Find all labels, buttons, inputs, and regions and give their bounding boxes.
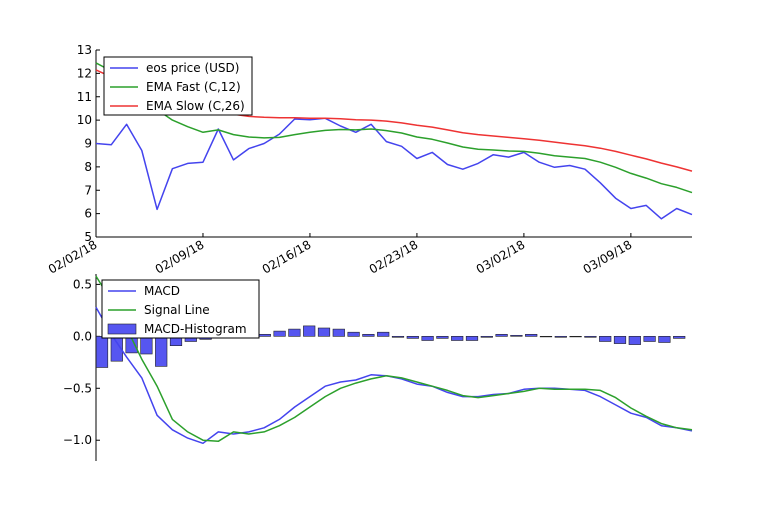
histogram-bar [406, 335, 419, 339]
legend-swatch [107, 323, 137, 335]
legend-label: MACD-Histogram [144, 322, 247, 336]
y-tick-label: 5 [84, 230, 92, 244]
legend-label: EMA Slow (C,26) [146, 99, 245, 113]
histogram-bar [362, 333, 375, 337]
histogram-bar [599, 335, 612, 342]
y-tick-label: 6 [84, 207, 92, 221]
histogram-bar [658, 335, 671, 343]
legend-label: eos price (USD) [146, 61, 239, 75]
histogram-bar [673, 335, 686, 339]
histogram-bar [377, 331, 390, 337]
histogram-bar [613, 335, 627, 344]
legend-label: Signal Line [144, 303, 210, 317]
y-tick-label: 0.0 [73, 329, 92, 343]
series-line-0 [95, 117, 693, 220]
x-tick-label: 03/02/18 [474, 237, 528, 276]
histogram-bar [584, 335, 597, 338]
y-tick-label: −1.0 [63, 433, 92, 447]
histogram-bar [525, 333, 538, 337]
legend-label: MACD [144, 284, 180, 298]
y-tick-label: 10 [77, 113, 92, 127]
y-tick-label: 13 [77, 43, 92, 57]
x-tick-label: 02/09/18 [153, 237, 207, 276]
histogram-bar [465, 335, 479, 341]
histogram-bar [539, 335, 553, 338]
y-tick-label: 12 [77, 66, 92, 80]
histogram-bar [391, 335, 405, 338]
series-line-1 [95, 62, 693, 194]
histogram-bar [155, 335, 168, 367]
y-tick-label: 8 [84, 160, 92, 174]
histogram-bar [273, 330, 286, 337]
histogram-bar [628, 335, 641, 345]
y-tick-label: −0.5 [63, 381, 92, 395]
histogram-bar [480, 335, 493, 338]
macd-panel: 0.5 0.0 −0.5 −1.0 MACD Signal Line MACD-Histog… [63, 274, 693, 461]
histogram-bar [554, 335, 567, 338]
y-tick-label: 9 [84, 137, 92, 151]
histogram-bar [347, 331, 360, 337]
histogram-bar [510, 334, 523, 337]
histogram-bar [140, 335, 153, 355]
histogram-bar [495, 333, 508, 337]
histogram-bar [451, 335, 464, 341]
y-tick-label: 11 [77, 90, 92, 104]
series-line-1 [95, 275, 693, 443]
legend-label: EMA Fast (C,12) [146, 80, 241, 94]
histogram-bar [332, 328, 345, 337]
histogram-bar [643, 335, 656, 342]
price-panel: 5 6 7 8 9 10 11 12 13 02/02/18 02/09/18 02/16/18 02/… [46, 43, 693, 277]
y-tick-label: 7 [84, 183, 92, 197]
histogram-bar [95, 335, 109, 368]
x-tick-label: 02/23/18 [367, 237, 421, 276]
histogram-bar [569, 335, 582, 338]
histogram-bar [303, 325, 316, 337]
x-tick-label: 02/16/18 [260, 237, 314, 276]
x-tick-label: 02/02/18 [46, 237, 100, 276]
histogram-bar [421, 335, 434, 341]
histogram-bar [258, 333, 271, 337]
histogram-bar [317, 327, 331, 337]
histogram-bar [288, 328, 301, 337]
x-tick-label: 03/09/18 [581, 237, 635, 276]
histogram-bar [436, 335, 449, 339]
y-tick-label: 0.5 [73, 277, 92, 291]
